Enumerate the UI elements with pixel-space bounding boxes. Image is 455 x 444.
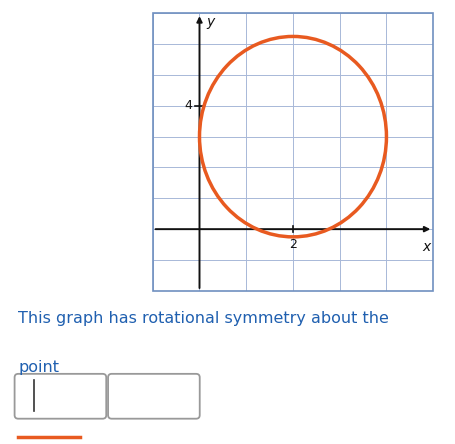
Text: y: y [206, 15, 214, 29]
Text: 4: 4 [184, 99, 192, 112]
Text: This graph has rotational symmetry about the: This graph has rotational symmetry about… [18, 311, 388, 326]
Text: 2: 2 [288, 238, 296, 251]
FancyBboxPatch shape [108, 374, 199, 419]
Text: .: . [195, 395, 201, 413]
FancyBboxPatch shape [15, 374, 106, 419]
Text: x: x [422, 240, 430, 254]
Text: point: point [18, 360, 59, 375]
Text: ,: , [103, 395, 108, 413]
